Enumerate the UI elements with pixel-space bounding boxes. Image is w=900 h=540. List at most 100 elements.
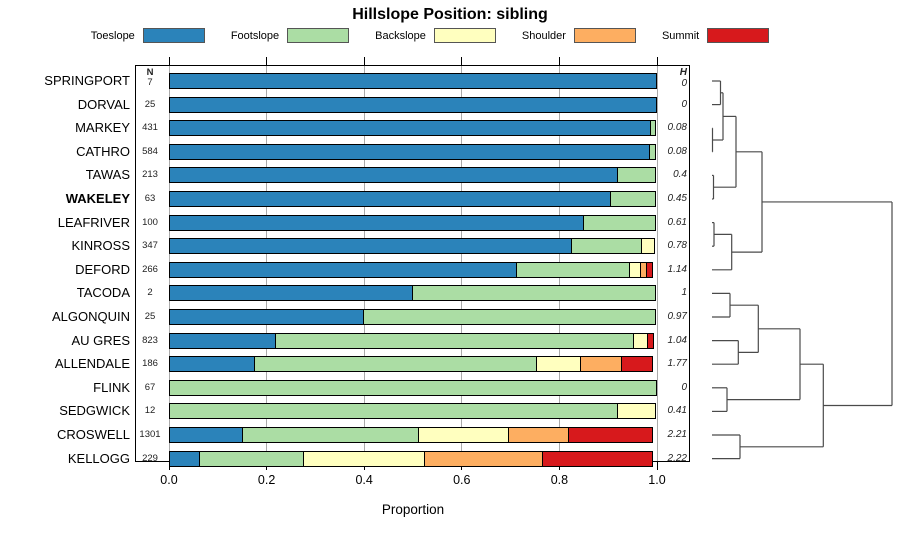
bar-segment-footslope (582, 214, 656, 231)
n-value: 25 (144, 311, 156, 322)
row-label: AU GRES (71, 332, 130, 348)
h-value: 1 (681, 287, 687, 299)
bar-segment-footslope (363, 309, 656, 325)
n-value: 2 (147, 287, 153, 299)
legend-label: Footslope (230, 29, 280, 42)
row-label: MARKEY (75, 120, 130, 136)
bar-segment-footslope (275, 332, 635, 349)
row-label: KELLOGG (67, 450, 130, 466)
bar-segment-summit (620, 356, 653, 373)
bar-segment-shoulder (423, 450, 544, 467)
legend-item-toeslope: Toeslope (91, 28, 205, 43)
h-value: 2.21 (667, 429, 687, 440)
h-value: 0.41 (667, 405, 687, 417)
bar-segment-footslope (241, 427, 419, 443)
bar-segment-backslope (536, 356, 582, 373)
bar-segment-toeslope (169, 191, 611, 207)
h-value: 0.78 (667, 240, 687, 252)
bar-segment-footslope (515, 261, 631, 278)
h-value: 0.08 (667, 145, 687, 157)
stacked-bar-springport (169, 73, 657, 89)
stacked-bar-sedgwick (169, 403, 656, 420)
h-value: 0.4 (673, 169, 687, 181)
h-value: 1.77 (667, 358, 687, 370)
bar-segment-toeslope (169, 261, 517, 278)
stacked-bar-leafriver (169, 214, 656, 231)
stacked-bar-allendale (169, 356, 653, 373)
stacked-bar-tacoda (169, 285, 656, 302)
n-value: 186 (142, 358, 158, 370)
bar-segment-toeslope (169, 143, 650, 160)
bar-segment-footslope (169, 379, 657, 396)
bar-segment-toeslope (169, 238, 572, 255)
bar-segment-footslope (199, 450, 305, 467)
grid-line (656, 66, 658, 461)
bar-segment-toeslope (169, 427, 243, 443)
bar-segment-backslope (640, 238, 655, 255)
bar-segment-shoulder (507, 427, 570, 443)
h-value: 1.04 (667, 334, 687, 346)
row-label: SEDGWICK (59, 403, 130, 419)
n-column-header: N (146, 67, 154, 78)
legend-swatch-footslope (287, 28, 350, 43)
stacked-bar-markey (169, 120, 656, 137)
n-value: 266 (142, 263, 158, 275)
h-value: 2.22 (667, 452, 687, 464)
legend-swatch-toeslope (142, 28, 205, 43)
legend-label: Summit (661, 29, 700, 42)
legend-label: Backslope (375, 29, 426, 42)
axis-tick-bottom (656, 462, 658, 470)
h-value: 0 (681, 381, 687, 393)
axis-tick-label: 0.8 (550, 473, 569, 487)
h-column-header: H (679, 67, 687, 78)
row-label: WAKELEY (65, 191, 130, 206)
row-label: DORVAL (77, 96, 130, 112)
axis-tick-label: 0.4 (355, 473, 373, 487)
bar-segment-toeslope (169, 214, 584, 231)
bar-segment-backslope (633, 332, 649, 349)
n-value: 25 (144, 98, 156, 110)
h-value: 0.08 (667, 122, 687, 134)
bar-segment-toeslope (169, 73, 657, 89)
bar-segment-summit (568, 427, 653, 443)
bar-segment-footslope (609, 191, 656, 207)
axis-tick-top (266, 57, 268, 65)
stacked-bar-kellogg (169, 450, 653, 467)
stacked-bar-wakeley (169, 191, 656, 207)
axis-tick-label: 1.0 (648, 473, 666, 487)
axis-tick-top (168, 57, 170, 65)
axis-tick-top (461, 57, 463, 65)
bar-segment-backslope (417, 427, 509, 443)
bar-segment-toeslope (169, 167, 618, 184)
bar-segment-footslope (616, 167, 656, 184)
chart-title: Hillslope Position: sibling (352, 6, 548, 23)
n-value: 823 (142, 334, 158, 346)
bar-segment-toeslope (169, 450, 201, 467)
axis-tick-top (656, 57, 658, 65)
row-label: FLINK (93, 379, 130, 395)
h-value: 1.14 (667, 263, 687, 275)
n-value: 229 (142, 452, 158, 464)
axis-tick-top (558, 57, 560, 65)
axis-tick-top (363, 57, 365, 65)
n-value: 12 (144, 405, 156, 417)
row-label: CROSWELL (57, 427, 130, 442)
bar-segment-shoulder (580, 356, 622, 373)
stacked-bar-flink (169, 379, 657, 396)
stacked-bar-au-gres (169, 332, 654, 349)
row-label: CATHRO (76, 143, 130, 159)
h-value: 0.45 (667, 193, 687, 204)
bar-segment-summit (645, 261, 653, 278)
bar-segment-toeslope (169, 120, 652, 137)
row-label: TAWAS (85, 167, 130, 183)
n-value: 347 (142, 240, 158, 252)
bar-segment-footslope (169, 403, 618, 420)
n-value: 67 (144, 381, 156, 393)
bar-segment-toeslope (169, 96, 657, 113)
legend-item-shoulder: Shoulder (522, 28, 636, 43)
bar-segment-footslope (570, 238, 642, 255)
bar-segment-toeslope (169, 309, 365, 325)
